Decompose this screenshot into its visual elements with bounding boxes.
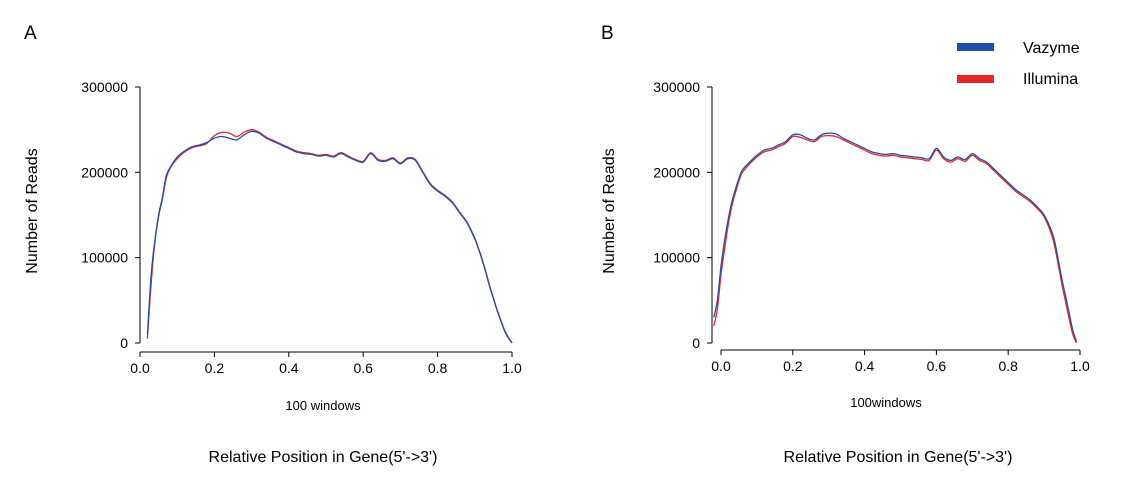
y-tick-label: 200000 xyxy=(653,164,700,180)
y-axis-label: Number of Reads xyxy=(24,148,41,273)
legend-swatch-illumina xyxy=(957,75,994,83)
series-line-vazyme xyxy=(146,130,513,344)
figure-caption: Relative Position in Gene(5'->3') xyxy=(784,449,1013,466)
panel-label: A xyxy=(24,23,37,44)
series-line-vazyme xyxy=(713,132,1078,342)
figure-caption: Relative Position in Gene(5'->3') xyxy=(209,449,438,466)
y-tick-label: 0 xyxy=(120,335,128,351)
x-tick-label: 0.4 xyxy=(279,360,299,376)
y-axis-label: Number of Reads xyxy=(601,148,618,273)
series-line-illumina xyxy=(146,129,513,344)
panel-a: A Number of Reads 0 100000 200000 300000 0.0… xyxy=(24,23,522,466)
y-tick-label: 100000 xyxy=(81,250,128,266)
panel-label: B xyxy=(601,23,614,44)
y-tick-label: 300000 xyxy=(653,79,700,95)
x-tick-label: 0.2 xyxy=(205,360,225,376)
x-tick-label: 0.0 xyxy=(130,360,150,376)
x-axis-label: 100 windows xyxy=(285,398,361,413)
x-axis-label: 100windows xyxy=(850,395,922,410)
y-tick-label: 0 xyxy=(692,335,700,351)
y-tick-label: 200000 xyxy=(81,164,128,180)
x-tick-label: 0.2 xyxy=(783,358,803,374)
plot-area xyxy=(146,129,513,344)
x-tick-label: 0.6 xyxy=(353,360,373,376)
legend-label-vazyme: Vazyme xyxy=(1023,40,1080,57)
legend-label-illumina: Illumina xyxy=(1023,71,1078,88)
legend-swatch-vazyme xyxy=(957,43,994,51)
x-tick-label: 1.0 xyxy=(502,360,522,376)
legend: Vazyme Illumina xyxy=(957,40,1080,88)
y-tick-label: 300000 xyxy=(81,79,128,95)
x-tick-label: 0.8 xyxy=(998,358,1018,374)
x-tick-label: 0.0 xyxy=(711,358,731,374)
y-tick-label: 100000 xyxy=(653,250,700,266)
plot-area xyxy=(713,132,1078,344)
axes: 0 100000 200000 300000 0.0 0.2 0.4 0.6 0.8 1.0 xyxy=(653,79,1090,374)
x-tick-label: 0.6 xyxy=(927,358,947,374)
axes: 0 100000 200000 300000 0.0 0.2 0.4 0.6 0.8 1.0 xyxy=(81,79,522,376)
x-tick-label: 1.0 xyxy=(1070,358,1090,374)
panel-b: B Number of Reads 0 100000 200000 300000 0.0… xyxy=(601,23,1090,466)
series-line-illumina xyxy=(713,134,1077,344)
x-tick-label: 0.4 xyxy=(855,358,875,374)
x-tick-label: 0.8 xyxy=(428,360,448,376)
